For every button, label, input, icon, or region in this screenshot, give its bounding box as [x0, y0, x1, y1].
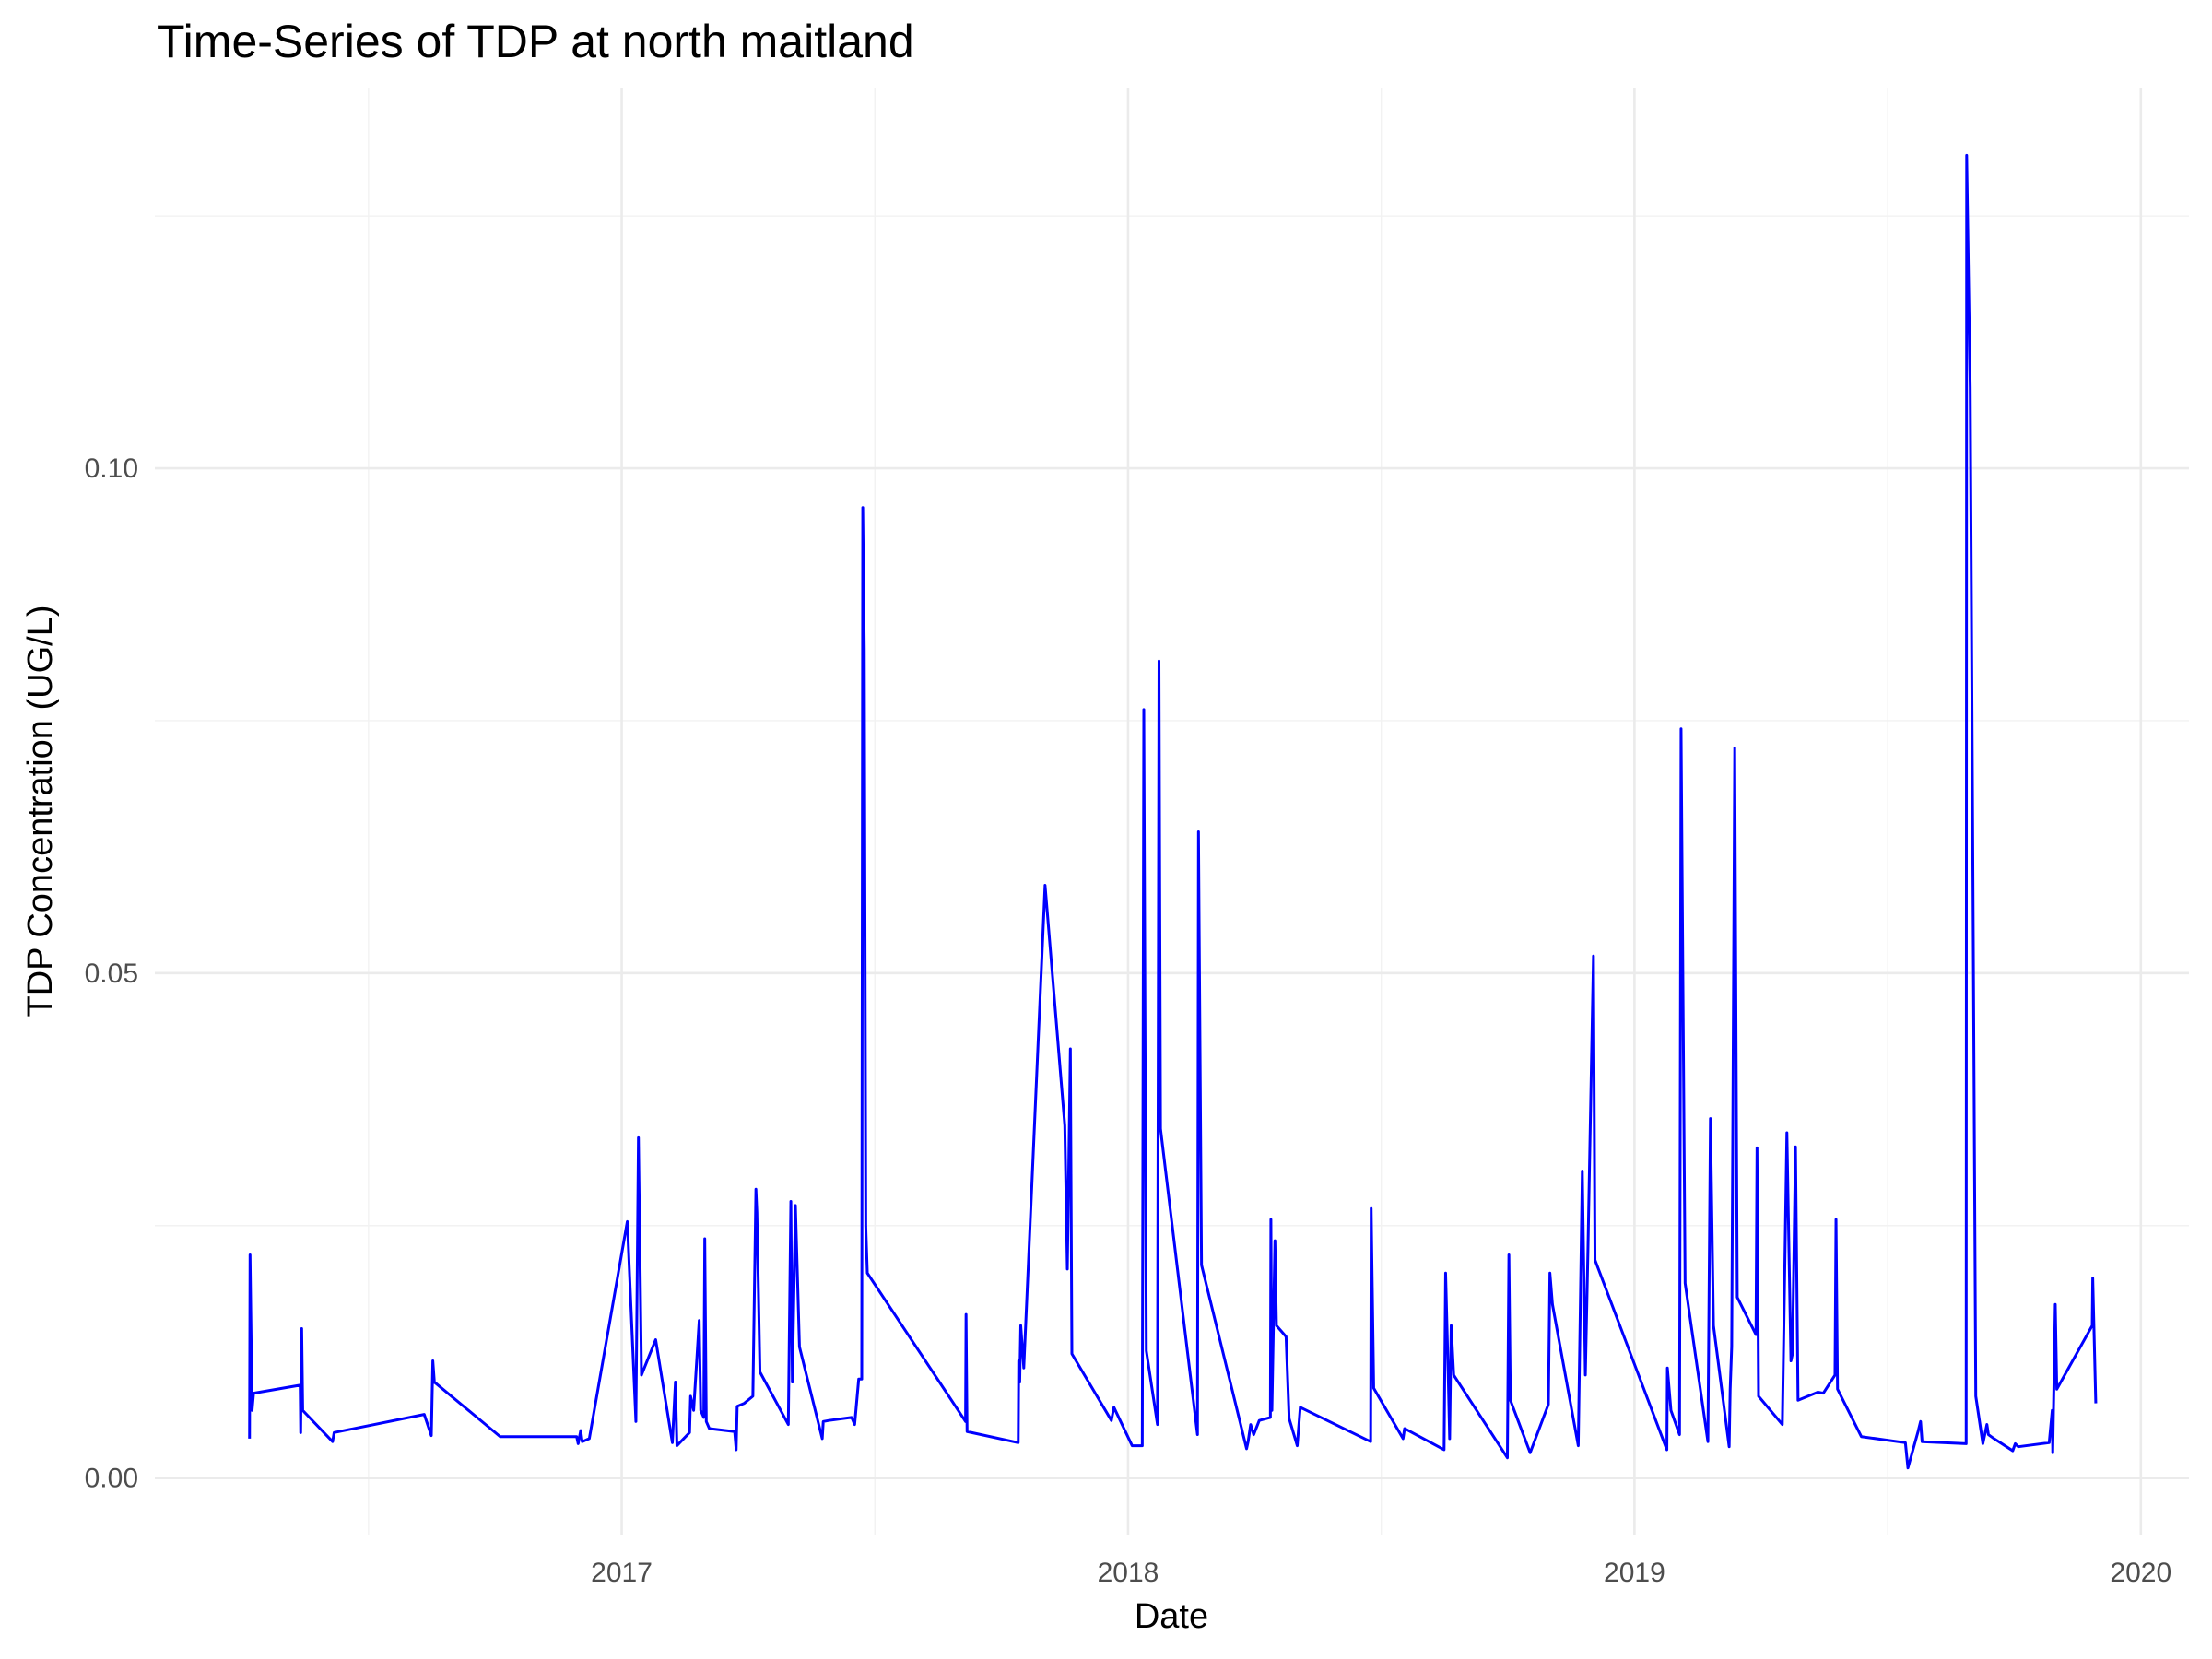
y-tick-label: 0.05 [85, 959, 138, 989]
x-tick-label: 2019 [1604, 1558, 1665, 1588]
x-tick-label: 2017 [591, 1558, 653, 1588]
y-tick-label: 0.10 [85, 453, 138, 484]
y-tick-label: 0.00 [85, 1464, 138, 1494]
x-tick-label: 2020 [2110, 1558, 2171, 1588]
y-axis-title: TDP Concentration (UG/L) [21, 605, 60, 1017]
chart-title: Time-Series of TDP at north maitland [157, 16, 914, 67]
x-tick-label: 2018 [1098, 1558, 1159, 1588]
data-line [248, 153, 2098, 1470]
x-axis-title: Date [1135, 1597, 1208, 1636]
